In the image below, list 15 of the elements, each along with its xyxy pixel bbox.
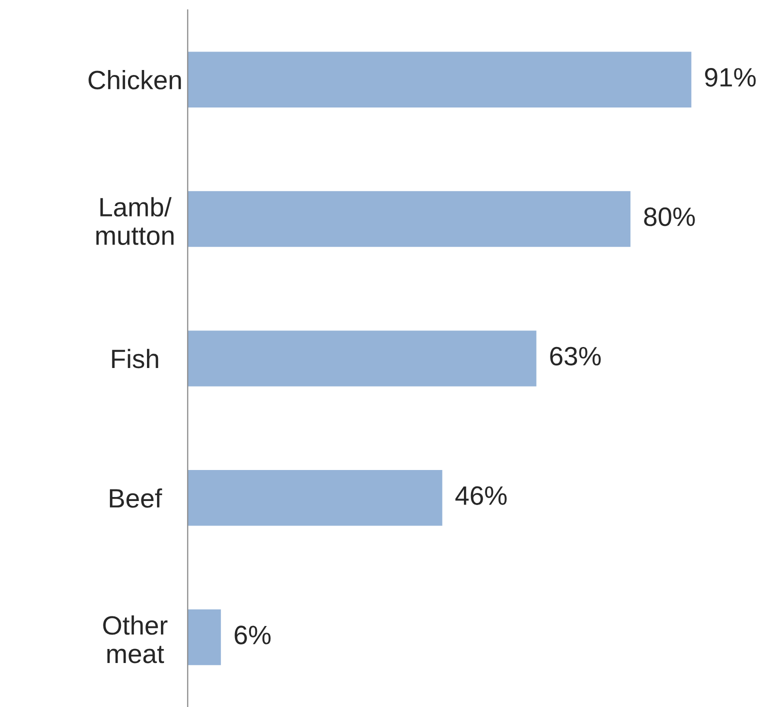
- y-tick-label: Other meat: [103, 615, 168, 664]
- y-tick-label: Lamb/ mutton: [96, 197, 174, 245]
- bar: [188, 609, 221, 666]
- y-tick-label: Fish: [112, 348, 158, 368]
- bar: [188, 470, 442, 526]
- bar: [188, 191, 630, 247]
- data-label: 80%: [644, 207, 695, 226]
- data-label: 91%: [705, 68, 756, 87]
- y-tick-label: Chicken: [88, 70, 181, 90]
- data-label: 63%: [550, 346, 601, 366]
- y-tick-label: Beef: [110, 488, 162, 508]
- data-label: 6%: [234, 626, 271, 644]
- bar: [188, 330, 536, 386]
- bar: [188, 52, 692, 108]
- data-label: 46%: [455, 486, 507, 505]
